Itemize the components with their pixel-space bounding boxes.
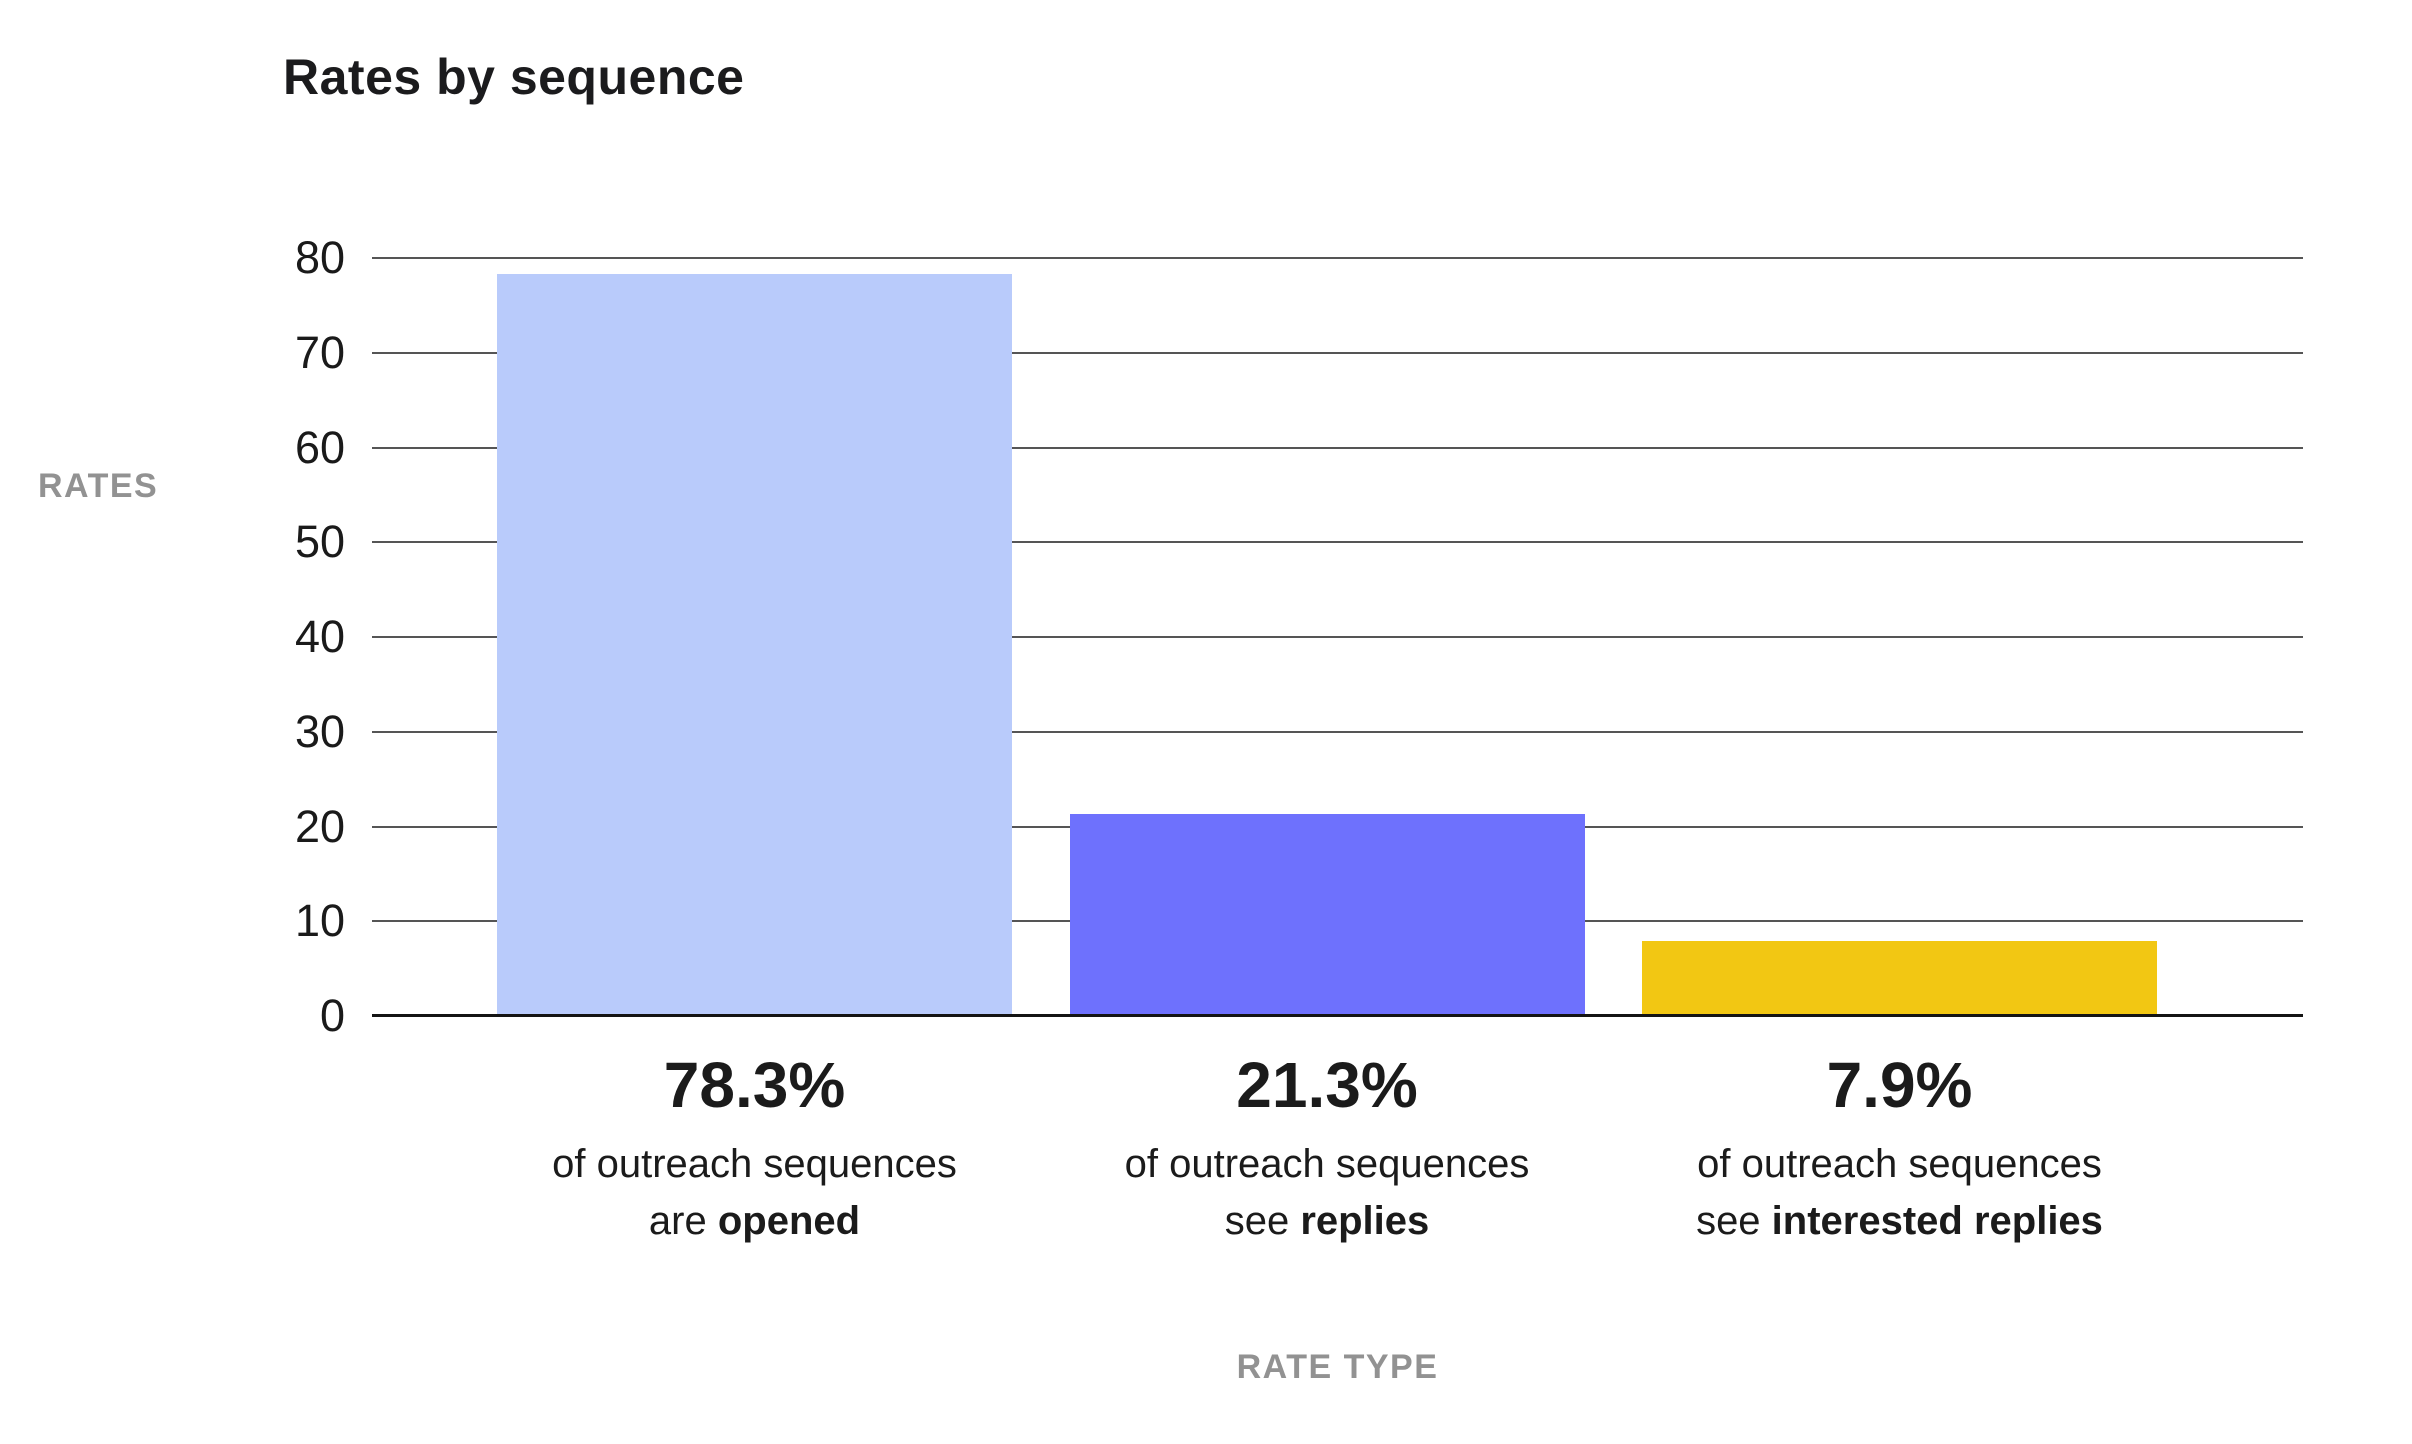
x-axis-title: RATE TYPE [1236,1348,1439,1386]
bar-value-label: 21.3% [1236,1049,1418,1121]
y-axis-tick-labels: 0 10 20 30 40 50 60 70 80 [145,232,345,1041]
bar-label-interested-replies: 7.9% of outreach sequences see interested … [1550,1048,2250,1250]
y-tick-label-10: 10 [294,895,345,947]
y-axis-title: RATES [38,467,159,505]
y-tick-label-20: 20 [294,800,345,852]
bar-label-opened: 78.3% of outreach sequences are opened [405,1048,1105,1250]
bar-replies [1069,814,1585,1016]
y-tick-label-0: 0 [319,990,345,1041]
gridline-y40 [372,636,2303,638]
bar-description-line1: of outreach sequences [552,1142,957,1186]
y-tick-label-40: 40 [294,611,345,662]
x-axis-baseline [372,1014,2303,1017]
gridline-y70 [372,351,2303,354]
chart-title: Rates by sequence [283,49,745,105]
bar-description-line1: of outreach sequences [1124,1142,1530,1186]
bar-value-label: 7.9% [1826,1049,1973,1121]
gridline-y50 [372,541,2303,544]
y-tick-label-30: 30 [294,705,345,757]
bar-value-label: 78.3% [663,1049,846,1121]
bar-description-line2: see replies [1224,1199,1430,1243]
y-tick-label-80: 80 [294,232,345,283]
bar-label-replies: 21.3% of outreach sequences see replies [977,1048,1677,1250]
gridline-y60 [372,446,2303,449]
plot-area [372,257,2303,1017]
bar-interested-replies [1642,941,2157,1016]
y-tick-label-70: 70 [294,326,345,378]
bar-description-line2: see interested replies [1696,1199,2103,1243]
y-tick-label-60: 60 [294,421,345,473]
y-tick-label-50: 50 [294,516,345,568]
gridline-y30 [372,730,2303,733]
bar-opened [497,274,1012,1016]
bar-description-line2: are opened [648,1199,861,1243]
bar-description-line1: of outreach sequences [1697,1142,2102,1186]
gridline-y80 [372,257,2303,259]
